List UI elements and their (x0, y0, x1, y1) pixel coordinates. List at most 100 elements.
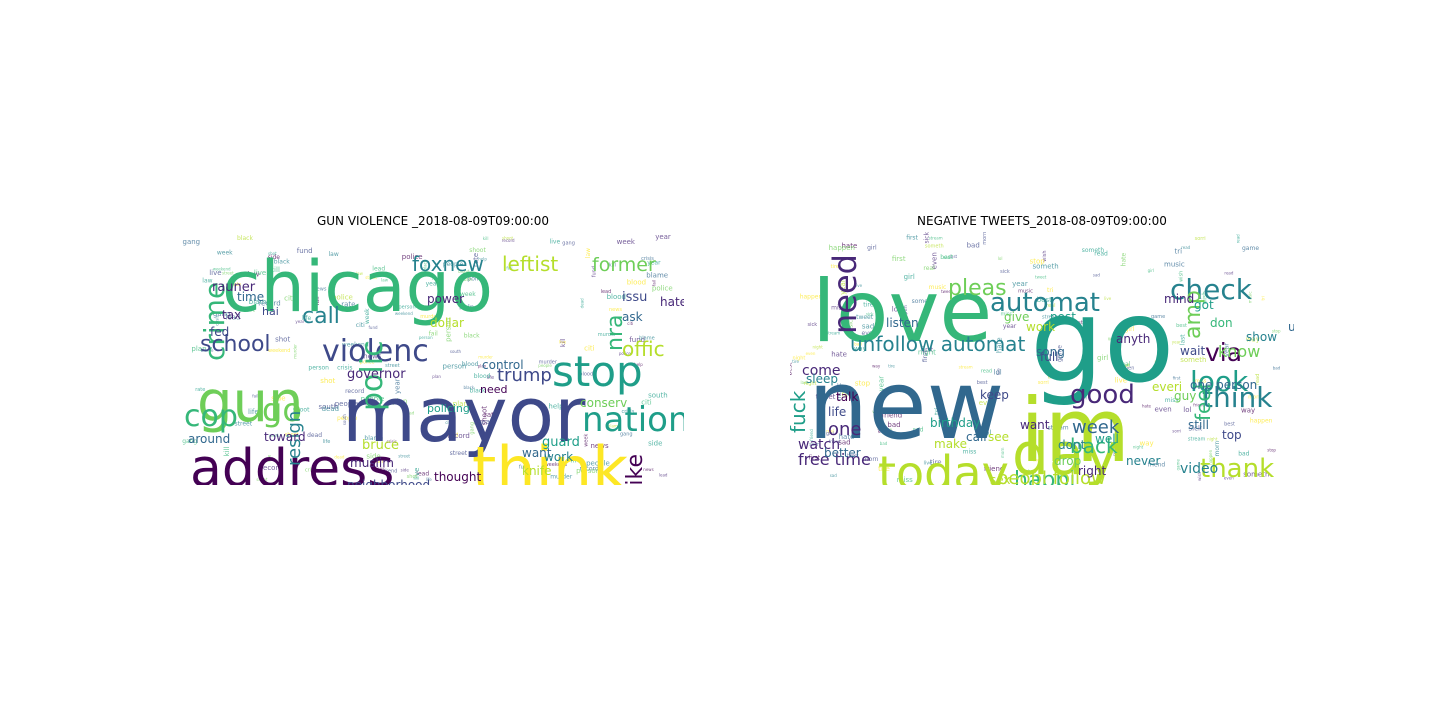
wordcloud-word: address (190, 439, 394, 485)
wordcloud-word: mind (1164, 292, 1194, 306)
wordcloud-word-small: rate (195, 387, 205, 393)
wordcloud-word: cop (184, 399, 238, 434)
wordcloud-word-small: way (1241, 407, 1255, 415)
wordcloud-word: back (1070, 434, 1118, 458)
wordcloud-word-small: tire (888, 364, 895, 369)
wordcloud-word: free time (798, 450, 871, 469)
wordcloud-word-small: weekend (342, 341, 369, 348)
wordcloud-word-small: weekend (213, 267, 231, 272)
wordcloud-word-small: year (477, 418, 493, 426)
wordcloud-word-small: life (426, 477, 433, 482)
wordcloud-word: conserv (580, 396, 627, 410)
wordcloud-word-small: morn (863, 456, 879, 463)
wordcloud-word-small: help (634, 362, 643, 367)
wordcloud-word-small: best (940, 254, 954, 261)
wordcloud-word-small: black (464, 332, 480, 339)
wordcloud-word-small: someth (1180, 356, 1206, 364)
wordcloud-word-small: south (450, 349, 462, 354)
wordcloud-word: talk (836, 390, 858, 404)
wordcloud-word-small: law (356, 271, 364, 276)
wordcloud-word: power (427, 292, 464, 306)
wordcloud-word-small: murder (478, 355, 493, 360)
wordcloud-word-small: shoot (285, 432, 299, 438)
wordcloud-word-small: miss (897, 476, 913, 484)
wordcloud-word-small: tri (929, 467, 934, 471)
wordcloud-word-small: first (906, 234, 918, 241)
wordcloud-word-small: night (1207, 436, 1218, 441)
wordcloud-word: don (1210, 316, 1233, 330)
wordcloud-word-small: tweet (856, 314, 874, 321)
wordcloud-word-small: even (1224, 475, 1234, 480)
wordcloud-word-small: tire (792, 359, 799, 364)
wordcloud-word-small: music (836, 383, 843, 401)
wordcloud-word: check (1170, 273, 1253, 306)
wordcloud-word-small: miss (1001, 312, 1013, 318)
wordcloud-word: wait (1180, 344, 1206, 358)
wordcloud-word-small: night (813, 344, 824, 349)
wordcloud-word-small: person (399, 305, 416, 311)
wordcloud-word-small: girl (1125, 326, 1135, 333)
wordcloud-word-small: tri (934, 407, 942, 415)
wordcloud-word: listen (886, 316, 919, 330)
wordcloud-word-small: live (1115, 377, 1127, 385)
wordcloud-word: ask (622, 310, 643, 324)
wordcloud-word-small: citi (356, 322, 365, 329)
wordcloud-word: one (828, 419, 862, 440)
wordcloud-word-small: shot (268, 251, 277, 256)
wordcloud-word: toward (264, 430, 306, 444)
wordcloud-word-small: crisis (641, 256, 654, 262)
wordcloud-word-small: bad (967, 242, 980, 250)
wordcloud-word-small: first (892, 255, 906, 263)
wordcloud-word: life (828, 405, 846, 419)
wordcloud-word-small: people (586, 460, 610, 468)
wordcloud-word-small: fail (651, 280, 656, 286)
wordcloud-word: stop (552, 347, 643, 396)
wordcloud-word-small: fund (591, 266, 597, 277)
wordcloud-word: knife (522, 464, 552, 478)
wordcloud-word-small: hate (1142, 404, 1152, 409)
wordcloud-word-small: stream (1042, 315, 1060, 321)
wordcloud-word-small: street (398, 454, 410, 459)
wordcloud-word: nation (582, 400, 684, 440)
wordcloud-word: birthday (930, 416, 980, 430)
wordcloud-word-small: shoot (502, 236, 514, 241)
wordcloud-word: polic (355, 340, 390, 411)
wordcloud-word: control (482, 358, 524, 372)
wordcloud-word-small: sorri (809, 442, 820, 448)
wordcloud-word: better (824, 446, 861, 460)
wordcloud-word: hai (262, 305, 279, 318)
wordcloud-word: thank (1200, 454, 1274, 484)
wordcloud-word-small: tri (1260, 296, 1265, 300)
wordcloud-word-small: bad (1238, 450, 1249, 457)
wordcloud-word: know (1218, 342, 1260, 361)
wordcloud-word-small: tire (863, 301, 873, 308)
wordcloud-word: rauner (212, 280, 256, 295)
wordcloud-word-small: rate (483, 285, 491, 299)
wordcloud-word-small: live (559, 340, 567, 345)
word-cloud: girl year night hate friend tweet stream live ha… (790, 231, 1294, 485)
wordcloud-word-small: person (443, 363, 467, 371)
wordcloud-word-small: law (247, 271, 259, 279)
wordcloud-word-small: last (1180, 334, 1187, 345)
wordcloud-word-small: fund (519, 465, 530, 471)
wordcloud-word-small: stream (826, 330, 840, 335)
wordcloud-word-small: first (922, 350, 929, 362)
wordcloud-word-small: tri (1175, 248, 1183, 256)
wordcloud-word: look (1190, 365, 1249, 398)
wordcloud-word-small: first (1173, 375, 1181, 380)
wordcloud-word: time (237, 290, 264, 304)
wordcloud-word: want (1020, 418, 1050, 432)
wordcloud-word-small: tri (1047, 287, 1054, 294)
wordcloud-word-small: blame (646, 272, 668, 280)
wordcloud-word-small: citi (627, 321, 633, 326)
wordcloud-word-small: way (1140, 439, 1154, 447)
wordcloud-word-small: someth (1243, 471, 1269, 479)
wordcloud-word: give (1004, 310, 1029, 324)
wordcloud-word: video (1180, 461, 1218, 477)
word-cloud-canvas: girlyearnighthatefriendtweetstreamliveha… (790, 231, 1294, 485)
wordcloud-word-small: law (585, 248, 592, 258)
wordcloud-word-small: fail (506, 266, 512, 271)
word-cloud: person shoot people kill weekend citi police so… (182, 231, 684, 485)
wordcloud-word: make (934, 437, 967, 451)
wordcloud-word-small: first (808, 454, 820, 461)
